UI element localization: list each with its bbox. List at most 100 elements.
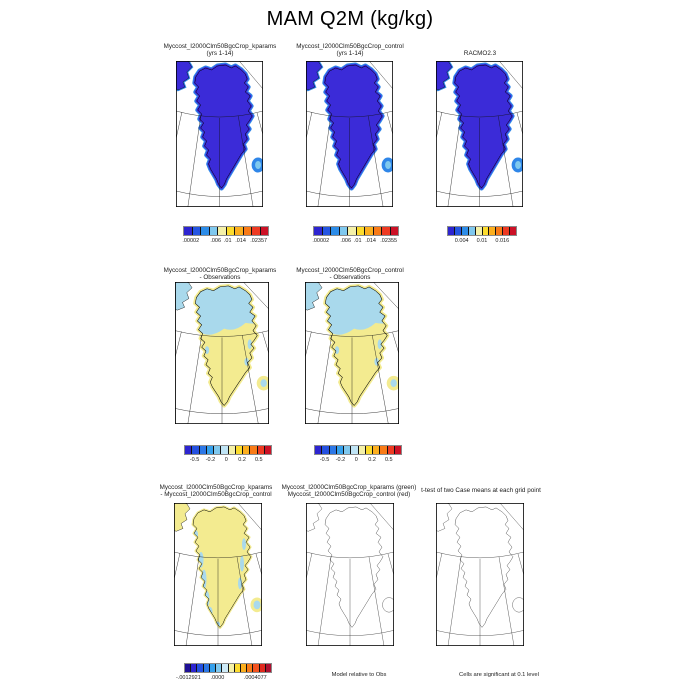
graticule-line [256,112,263,136]
colorbar-segment [380,446,388,454]
greenland-fill-coastline [324,64,383,189]
ellesmere-outline [306,503,323,532]
graticule-line [436,111,443,140]
graticule-line [499,61,523,90]
colorbar-segment [260,227,268,235]
colorbar-segment [191,664,198,672]
colorbar-tick-label: 0.5 [384,457,393,463]
colorbar-segment [197,664,204,672]
colorbar-tick-label: 0.016 [495,238,510,244]
colorbar-labels: .00002 .006.01.014 .02357 [182,238,269,246]
map-control [306,61,393,207]
iceland-blob-core [385,161,392,169]
colorbar-labels: -.0012921 .0000 .0004077 [176,675,272,683]
colorbar-kparams-obs: -0.5 -0.2 0 0.2 0.5 [184,445,272,465]
colorbar-control-obs: -0.5 -0.2 0 0.2 0.5 [314,445,402,465]
graticule-line [386,112,393,136]
colorbar-tick-label: .006 [340,238,352,244]
panel-title-r3-ttest-cases: Myccost_I2000Clm50BgcCrop_kparams (green… [249,484,449,498]
coastal-blue-patch [242,538,246,551]
colorbar-labels: -0.5 -0.2 0 0.2 0.5 [314,457,402,465]
graticule-line [317,115,331,207]
colorbar-segment [240,664,248,672]
map-kparams-minus-control [174,503,262,646]
ellesmere-island [306,61,323,91]
graticule-line [317,335,332,424]
panel-title-line1: Myccost_I2000Clm50BgcCrop_kparams [163,267,277,274]
graticule-line [373,282,399,310]
graticule-line [372,335,389,424]
graticule-line [236,556,253,646]
ellesmere-outline [436,503,453,532]
map-frame [436,61,523,207]
colorbar-bar [184,663,272,673]
panel-title-r1-racmo: RACMO2.3 [380,50,580,57]
colorbar-segment [365,227,374,235]
ellesmere-island [305,282,323,311]
iceland-outline [512,597,524,613]
iceland-blob-core [253,600,261,610]
graticule-line [499,503,524,531]
panel-title-line1: Myccost_I2000Clm50BgcCrop_kparams [163,43,277,50]
colorbar-segment [214,446,222,454]
figure-title: MAM Q2M (kg/kg) [266,8,434,30]
colorbar-segment [209,664,217,672]
colorbar-segment [257,446,265,454]
colorbar-tick-label: .0000 [210,675,225,681]
map-racmo23 [436,61,523,207]
graticule-line [176,111,183,140]
colorbar-segment [226,227,235,235]
panel-title-line1: Myccost_I2000Clm50BgcCrop_control [296,43,404,50]
map-ttest-overlay [306,503,394,646]
coastline [325,285,388,406]
colorbar-tick-label: .01 [223,238,232,244]
colorbar-segment [331,227,340,235]
colorbar-tick-label: 0.5 [254,457,263,463]
colorbar-segment [373,227,382,235]
graticule-line [176,110,263,118]
colorbar-bar [184,445,272,455]
colorbar-segment [192,446,200,454]
ellesmere-island [174,503,191,532]
panel-title-r2-kparams-obs: Myccost_I2000Clm50BgcCrop_kparams - Obse… [120,267,320,281]
colorbar-segment [382,227,391,235]
colorbar-labels: 0.004 0.01 0.016 [447,238,517,246]
colorbar-tick-label: .00002 [182,238,200,244]
colorbar-segment [247,664,254,672]
colorbar-segment [203,664,210,672]
colorbar-segment [264,446,271,454]
graticule-line [187,335,202,424]
map-frame [176,61,263,207]
colorbar-segment [250,446,258,454]
colorbar-segment [348,227,357,235]
colorbar-segment [394,446,401,454]
colorbar-segment [228,664,235,672]
map-control-minus-obs [305,282,399,424]
graticule-line [306,110,393,118]
panel-title-line1: t-test of two Case means at each grid po… [421,487,541,494]
colorbar-tick-label: .006 [210,238,222,244]
greenland-map-svg [176,61,263,207]
greenland-map-svg [305,282,399,424]
colorbar-segment [199,446,207,454]
graticule-line [238,115,254,207]
colorbar-bar [447,226,517,236]
colorbar-kparams-control: -.0012921 .0000 .0004077 [176,663,272,683]
coastal-blue-spot [334,346,340,354]
colorbar-segment [461,227,469,235]
colorbar-tick-label: .01 [353,238,362,244]
colorbar-segment [228,446,236,454]
map-frame [306,503,394,646]
map-frame [305,282,399,424]
panel-title-line1: Myccost_I2000Clm50BgcCrop_kparams [159,484,273,491]
colorbar-tick-label: 0 [354,457,358,463]
colorbar-segment [184,227,193,235]
colorbar-segment [373,446,381,454]
greenland-map-svg [306,61,393,207]
greenland-fill-coastline [194,64,253,189]
panel-title-line2: - Observations [329,274,371,281]
colorbar-segment [454,227,462,235]
colorbar-segment [503,227,511,235]
coastline [192,506,252,628]
